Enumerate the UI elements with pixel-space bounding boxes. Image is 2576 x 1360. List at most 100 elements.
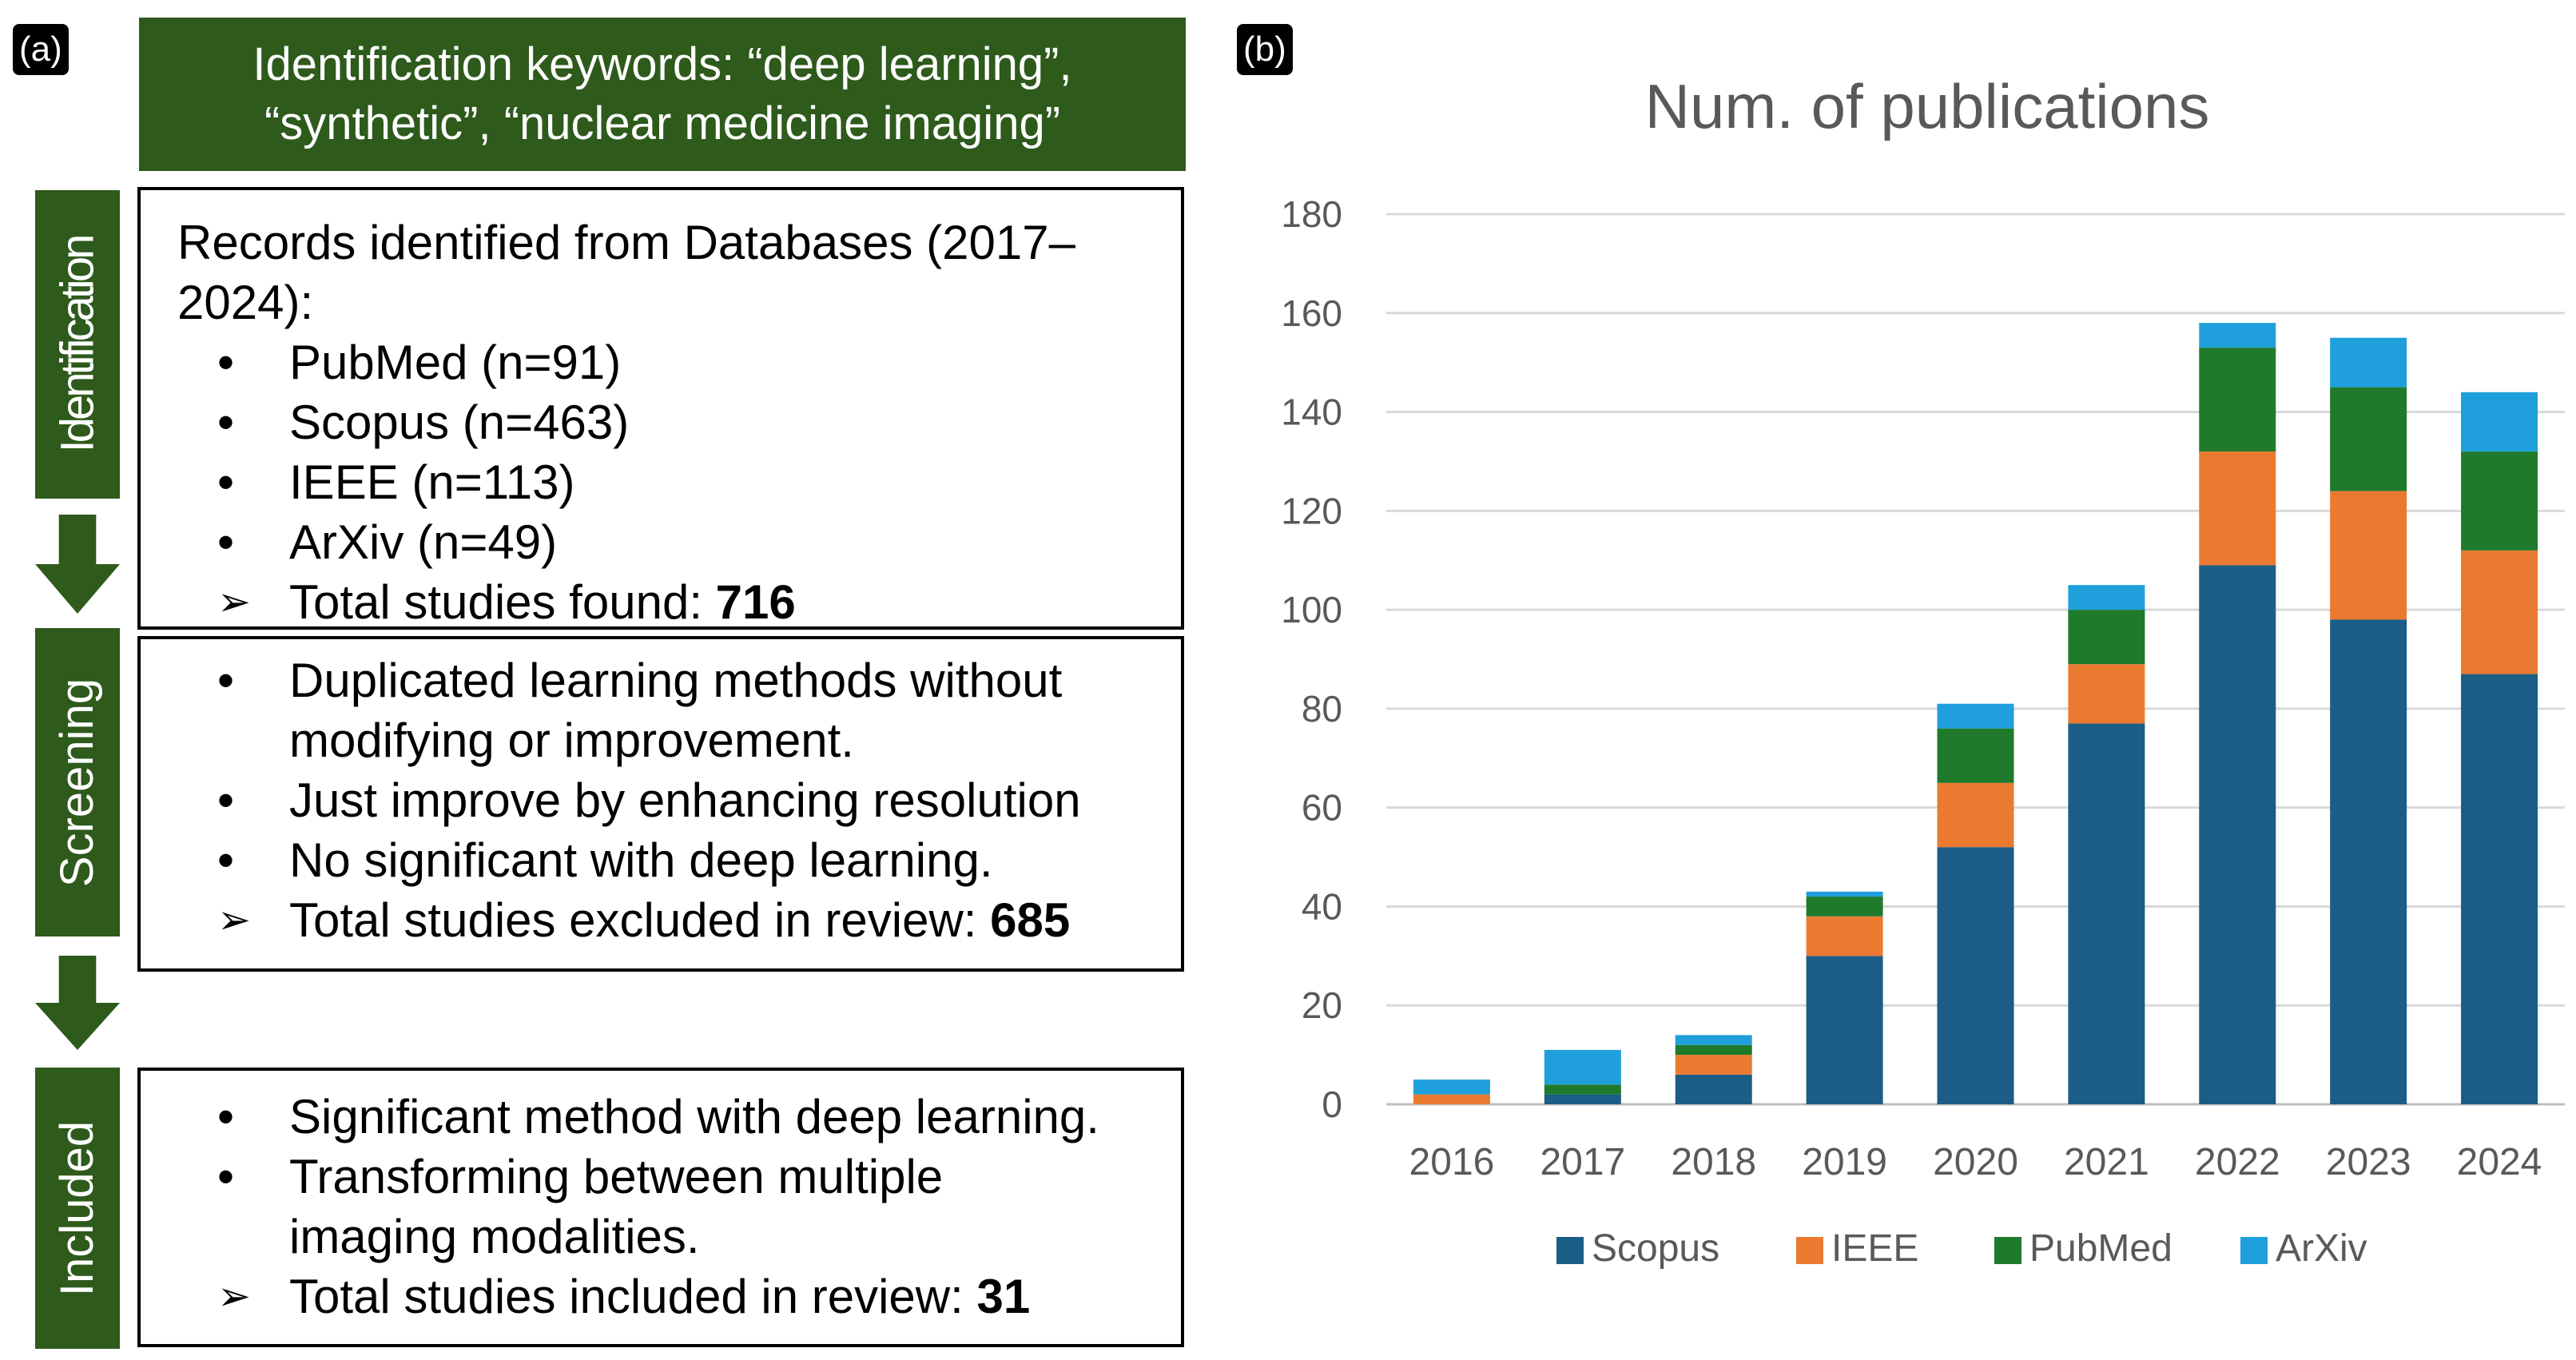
bar-segment-pubmed-2017 xyxy=(1544,1084,1621,1095)
identification-intro: Records identified from Databases (2017–… xyxy=(177,216,1075,329)
db-arxiv: ArXiv (n=49) xyxy=(289,515,558,569)
legend-swatch-scopus xyxy=(1556,1237,1584,1264)
list-item: • Significant method with deep learning. xyxy=(177,1087,1165,1147)
list-item: • Scopus (n=463) xyxy=(177,392,1149,452)
screen-item-3: No significant with deep learning. xyxy=(289,833,993,887)
bar-segment-arxiv-2019 xyxy=(1806,891,1883,897)
legend-label-arxiv: ArXiv xyxy=(2276,1227,2367,1270)
bar-segment-arxiv-2020 xyxy=(1937,703,2014,729)
y-tick-label: 120 xyxy=(1281,490,1342,531)
list-item: • ArXiv (n=49) xyxy=(177,512,1149,572)
bullet-icon: • xyxy=(217,396,235,449)
bar-segment-ieee-2020 xyxy=(1937,782,2014,848)
y-tick-label: 60 xyxy=(1302,787,1342,829)
bar-segment-ieee-2019 xyxy=(1806,916,1883,956)
list-item: • IEEE (n=113) xyxy=(177,452,1149,512)
bar-segment-scopus-2018 xyxy=(1675,1074,1752,1104)
bar-segment-arxiv-2017 xyxy=(1544,1049,1621,1085)
screening-box: • Duplicated learning methods without mo… xyxy=(137,636,1184,972)
db-scopus: Scopus (n=463) xyxy=(289,396,630,449)
total-excluded-value: 685 xyxy=(990,893,1071,947)
x-tick-label: 2017 xyxy=(1540,1141,1625,1183)
bar-segment-scopus-2022 xyxy=(2199,565,2276,1104)
y-tick-label: 180 xyxy=(1281,193,1342,235)
list-item: • Duplicated learning methods without mo… xyxy=(177,650,1165,770)
bar-segment-pubmed-2023 xyxy=(2330,387,2407,491)
panel-label-a: (a) xyxy=(13,24,69,75)
total-found-value: 716 xyxy=(715,575,796,629)
bar-segment-ieee-2016 xyxy=(1413,1094,1490,1104)
keywords-header: Identification keywords: “deep learning”… xyxy=(139,18,1186,171)
bullet-icon: • xyxy=(217,515,235,569)
x-tick-label: 2023 xyxy=(2326,1141,2411,1183)
legend-label-scopus: Scopus xyxy=(1592,1227,1719,1270)
included-box: • Significant method with deep learning.… xyxy=(137,1068,1184,1347)
x-tick-label: 2021 xyxy=(2064,1141,2149,1183)
bar-segment-scopus-2023 xyxy=(2330,619,2407,1104)
stage-included: Included xyxy=(35,1068,120,1349)
list-item: • Transforming between multiple imaging … xyxy=(177,1147,1165,1267)
total-row: ➢ Total studies included in review: 31 xyxy=(177,1267,1165,1326)
bar-segment-scopus-2024 xyxy=(2461,674,2538,1104)
bar-segment-pubmed-2020 xyxy=(1937,728,2014,783)
total-included-value: 31 xyxy=(976,1270,1031,1323)
keywords-line-1: Identification keywords: “deep learning”… xyxy=(252,38,1072,90)
bullet-icon: • xyxy=(217,1150,235,1203)
bullet-icon: • xyxy=(217,773,235,827)
bar-segment-scopus-2017 xyxy=(1544,1094,1621,1104)
total-found-label: Total studies found: 716 xyxy=(289,572,796,632)
x-tick-label: 2016 xyxy=(1409,1141,1495,1183)
db-pubmed: PubMed (n=91) xyxy=(289,336,622,389)
stage-screening: Screening xyxy=(35,628,120,936)
panel-label-b: (b) xyxy=(1237,24,1293,75)
bar-segment-arxiv-2022 xyxy=(2199,323,2276,348)
bullet-icon: • xyxy=(217,833,235,887)
total-excluded-label: Total studies excluded in review: 685 xyxy=(289,890,1070,950)
chart-title: Num. of publications xyxy=(1645,71,2210,141)
total-row: ➢ Total studies excluded in review: 685 xyxy=(177,890,1165,950)
total-included-label: Total studies included in review: 31 xyxy=(289,1267,1030,1326)
bar-segment-arxiv-2024 xyxy=(2461,392,2538,452)
arrow-bullet-icon: ➢ xyxy=(217,897,251,943)
bar-segment-scopus-2020 xyxy=(1937,847,2014,1104)
bullet-icon: • xyxy=(217,455,235,509)
bars xyxy=(1413,323,2538,1104)
x-tick-label: 2020 xyxy=(1933,1141,2018,1183)
legend-swatch-ieee xyxy=(1796,1237,1823,1264)
screen-item-1: Duplicated learning methods without modi… xyxy=(289,654,1063,767)
y-tick-label: 80 xyxy=(1302,688,1342,730)
legend-label-pubmed: PubMed xyxy=(2029,1227,2173,1270)
bar-segment-arxiv-2018 xyxy=(1675,1035,1752,1045)
x-axis-ticks: 2016 2017 2018 2019 2020 2021 2022 2023 2024 xyxy=(1409,1141,2542,1183)
total-row: ➢ Total studies found: 716 xyxy=(177,572,1149,632)
bar-segment-ieee-2018 xyxy=(1675,1055,1752,1075)
y-axis-ticks: 0 20 40 60 80 100 120 140 160 180 xyxy=(1281,193,1342,1125)
x-tick-label: 2022 xyxy=(2195,1141,2280,1183)
bar-segment-scopus-2019 xyxy=(1806,956,1883,1104)
legend: Scopus IEEE PubMed ArXiv xyxy=(1556,1227,2367,1270)
bullet-icon: • xyxy=(217,336,235,389)
bullet-icon: • xyxy=(217,654,235,707)
bar-segment-pubmed-2021 xyxy=(2068,610,2145,665)
y-tick-label: 40 xyxy=(1302,885,1342,927)
x-tick-label: 2019 xyxy=(1802,1141,1887,1183)
x-tick-label: 2018 xyxy=(1671,1141,1756,1183)
stage-identification: Identification xyxy=(35,190,120,499)
bullet-icon: • xyxy=(217,1090,235,1143)
incl-item-1: Significant method with deep learning. xyxy=(289,1090,1099,1143)
bar-segment-arxiv-2023 xyxy=(2330,337,2407,388)
arrow-bullet-icon: ➢ xyxy=(217,1273,251,1319)
incl-item-2: Transforming between multiple imaging mo… xyxy=(289,1150,944,1263)
bar-segment-pubmed-2018 xyxy=(1675,1044,1752,1056)
list-item: • No significant with deep learning. xyxy=(177,830,1165,890)
list-item: • PubMed (n=91) xyxy=(177,332,1149,392)
legend-swatch-arxiv xyxy=(2240,1237,2268,1264)
y-tick-label: 140 xyxy=(1281,392,1342,433)
list-item: • Just improve by enhancing resolution xyxy=(177,770,1165,830)
screen-item-2: Just improve by enhancing resolution xyxy=(289,773,1081,827)
db-ieee: IEEE (n=113) xyxy=(289,455,575,509)
bar-segment-scopus-2021 xyxy=(2068,723,2145,1104)
bar-segment-pubmed-2024 xyxy=(2461,451,2538,551)
total-excluded-text: Total studies excluded in review: xyxy=(289,893,991,947)
